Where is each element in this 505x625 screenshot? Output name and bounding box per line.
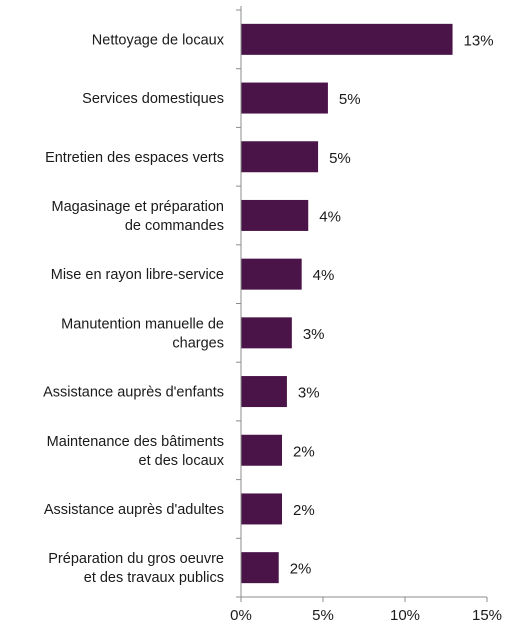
value-label-9: 2% bbox=[293, 502, 315, 519]
category-label-6: Manutention manuelle de charges bbox=[61, 316, 224, 351]
category-label-5: Mise en rayon libre-service bbox=[51, 267, 224, 283]
value-label-4: 4% bbox=[319, 208, 341, 225]
category-labels: Nettoyage de locaux Services domestiques E… bbox=[43, 32, 225, 586]
category-label-7: Assistance auprès d'enfants bbox=[43, 385, 224, 401]
bar-5 bbox=[241, 258, 302, 290]
category-label-4: Magasinage et préparation de commandes bbox=[51, 199, 224, 234]
bar-1 bbox=[241, 23, 453, 55]
x-tick-label-2: 5% bbox=[312, 607, 334, 624]
bar-7 bbox=[241, 376, 287, 408]
x-tick-label-3: 10% bbox=[390, 607, 420, 624]
category-label-10: Préparation du gros oeuvre et des travaux… bbox=[48, 551, 224, 586]
bar-9 bbox=[241, 493, 282, 525]
axes-group bbox=[236, 6, 488, 602]
bar-3 bbox=[241, 141, 319, 173]
category-label-1: Nettoyage de locaux bbox=[92, 32, 225, 48]
bar-8 bbox=[241, 434, 282, 466]
bar-10 bbox=[241, 552, 279, 584]
value-label-2: 5% bbox=[339, 91, 361, 108]
category-label-9: Assistance auprès d'adultes bbox=[44, 502, 224, 518]
category-label-3: Entretien des espaces verts bbox=[45, 150, 224, 166]
value-label-5: 4% bbox=[313, 267, 335, 284]
value-label-1: 13% bbox=[464, 32, 494, 49]
bar-2 bbox=[241, 82, 328, 114]
value-label-10: 2% bbox=[290, 561, 312, 578]
value-label-3: 5% bbox=[329, 150, 351, 167]
value-label-7: 3% bbox=[298, 385, 320, 402]
bar-6 bbox=[241, 317, 292, 349]
value-label-8: 2% bbox=[293, 443, 315, 460]
category-label-8: Maintenance des bâtiments et des locaux bbox=[47, 434, 225, 469]
x-tick-label-4: 15% bbox=[472, 607, 502, 624]
x-tick-label-1: 0% bbox=[230, 607, 252, 624]
tick-labels: 0% 5% 10% 15% bbox=[230, 607, 502, 624]
value-labels: 13% 5% 5% 4% 4% 3% 3% 2% 2% 2% bbox=[290, 32, 494, 577]
bar-4 bbox=[241, 199, 309, 231]
category-label-2: Services domestiques bbox=[82, 91, 224, 107]
bars-group bbox=[241, 23, 453, 584]
value-label-6: 3% bbox=[303, 326, 325, 343]
